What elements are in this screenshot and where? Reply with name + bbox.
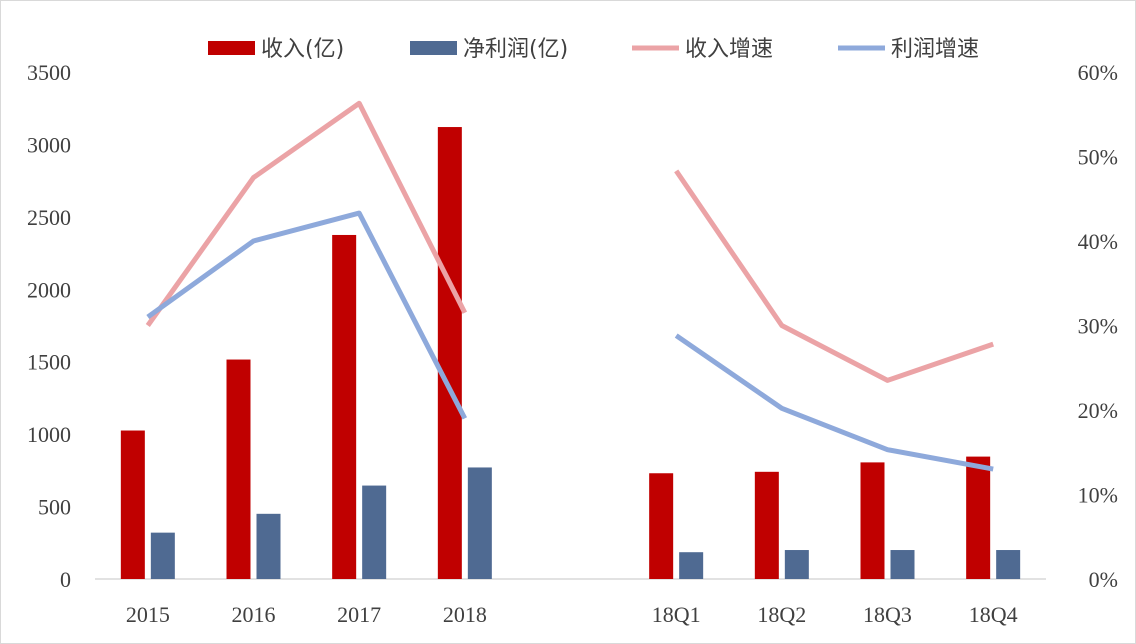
right-tick-label: 60% (1078, 60, 1118, 85)
bar-revenue (332, 234, 357, 579)
legend-label: 收入(亿) (261, 37, 344, 62)
profit-growth-line (674, 333, 994, 472)
left-tick-label: 1000 (27, 422, 71, 447)
right-tick-label: 40% (1078, 229, 1118, 254)
left-tick-label: 3500 (27, 60, 71, 85)
left-tick-label: 0 (60, 567, 71, 592)
left-tick-label: 2500 (27, 205, 71, 230)
bars (120, 127, 1021, 579)
right-axis: 0% 10% 20% 30% 40% 50% 60% (1078, 60, 1118, 592)
legend: 收入(亿) 净利润(亿) 收入增速 利润增速 (208, 37, 979, 62)
bar-revenue (226, 359, 251, 579)
bar-revenue (966, 456, 991, 579)
legend-label: 净利润(亿) (463, 37, 568, 62)
profit-growth-line (146, 210, 468, 420)
revenue-growth-line (145, 100, 468, 327)
lines (145, 100, 995, 472)
x-tick-label: 2018 (443, 602, 487, 627)
left-tick-label: 2000 (27, 277, 71, 302)
x-tick-label: 18Q1 (652, 602, 701, 627)
bar-net-profit (150, 532, 175, 579)
x-axis: 2015 2016 2017 2018 18Q1 18Q2 18Q3 18Q4 (126, 602, 1018, 627)
bar-revenue (754, 471, 779, 579)
bar-revenue (860, 462, 885, 579)
bar-net-profit (784, 550, 809, 579)
x-tick-label: 2015 (126, 602, 170, 627)
left-tick-label: 3000 (27, 132, 71, 157)
left-axis: 0 500 1000 1500 2000 2500 3000 3500 (27, 60, 71, 592)
right-tick-label: 50% (1078, 145, 1118, 170)
right-tick-label: 10% (1078, 483, 1118, 508)
revenue-growth-line (674, 169, 995, 383)
bar-net-profit (256, 513, 281, 579)
x-tick-label: 18Q2 (757, 602, 806, 627)
bar-net-profit (467, 467, 492, 579)
legend-swatch (208, 41, 255, 55)
x-tick-label: 2016 (232, 602, 276, 627)
bar-revenue (120, 430, 145, 579)
left-tick-label: 500 (38, 495, 71, 520)
bar-net-profit (362, 485, 387, 579)
legend-swatch (410, 41, 457, 55)
x-tick-label: 2017 (337, 602, 381, 627)
bar-revenue (437, 127, 462, 579)
x-tick-label: 18Q4 (969, 602, 1018, 627)
legend-label: 利润增速 (891, 37, 979, 62)
right-tick-label: 30% (1078, 314, 1118, 339)
bar-revenue (649, 473, 674, 579)
bar-net-profit (890, 550, 915, 579)
left-tick-label: 1500 (27, 350, 71, 375)
right-tick-label: 20% (1078, 398, 1118, 423)
bar-net-profit (996, 550, 1021, 579)
bar-net-profit (679, 552, 704, 579)
legend-label: 收入增速 (685, 37, 773, 62)
x-tick-label: 18Q3 (863, 602, 912, 627)
right-tick-label: 0% (1089, 567, 1118, 592)
